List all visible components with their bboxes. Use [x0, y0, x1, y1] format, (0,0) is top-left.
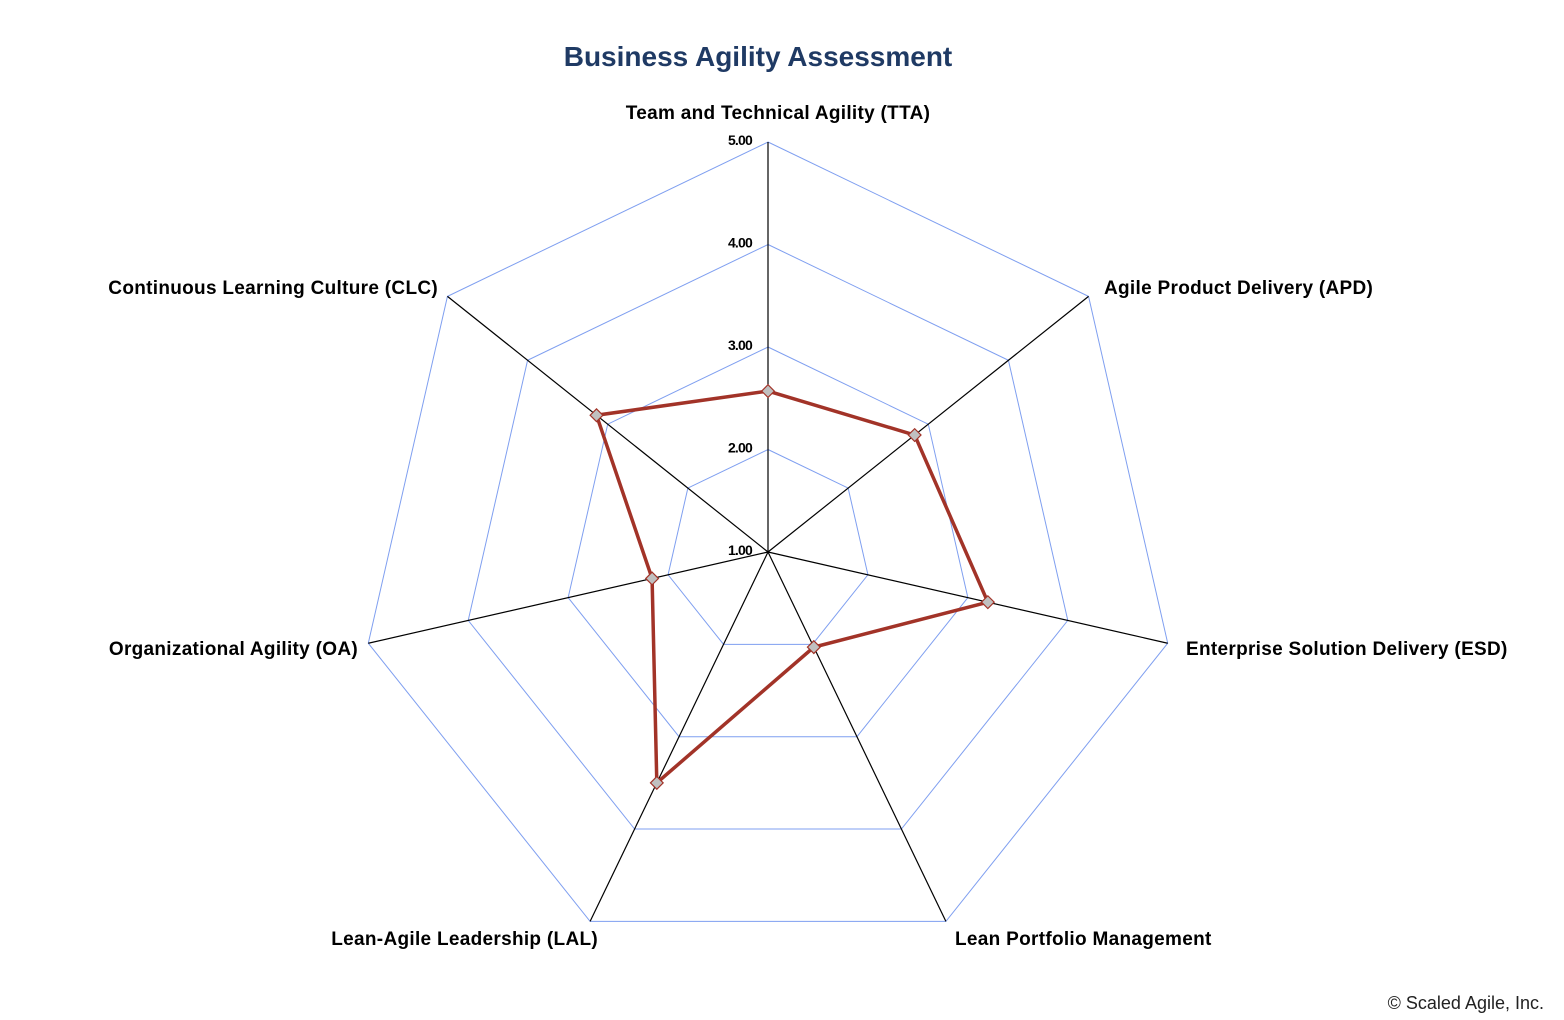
axis-label: Continuous Learning Culture (CLC): [108, 278, 438, 299]
series-line: [594, 389, 991, 787]
tick-label: 2.00: [728, 440, 753, 456]
copyright: © Scaled Agile, Inc.: [1388, 993, 1544, 1013]
data-point: [806, 639, 822, 655]
tick-label: 5.00: [728, 132, 753, 148]
axis-line: [767, 295, 1089, 553]
axis-label: Team and Technical Agility (TTA): [626, 103, 930, 124]
axis-line: [447, 295, 769, 553]
chart-title: Business Agility Assessment: [564, 41, 953, 72]
axis-line: [767, 551, 1168, 644]
grid-ring: [667, 448, 869, 645]
axis-line: [589, 551, 769, 922]
data-point: [649, 775, 665, 791]
tick-label: 3.00: [728, 337, 753, 353]
axis-label: Enterprise Solution Delivery (ESD): [1186, 639, 1508, 660]
tick-label: 1.00: [728, 542, 753, 558]
tick-label: 4.00: [728, 235, 753, 251]
grid-ring: [467, 243, 1069, 830]
axis-label: Agile Product Delivery (APD): [1104, 278, 1373, 299]
data-point: [760, 383, 776, 399]
axis-label: Lean-Agile Leadership (LAL): [331, 929, 598, 950]
grid-ring: [567, 346, 969, 738]
axis-line: [368, 551, 769, 644]
data-point: [907, 427, 922, 443]
axis-line: [767, 551, 947, 922]
axis-label: Organizational Agility (OA): [109, 639, 358, 660]
data-point: [644, 571, 660, 586]
data-point: [589, 408, 604, 423]
data-point: [980, 594, 996, 610]
axis-label: Lean Portfolio Management: [955, 929, 1212, 950]
grid-ring: [367, 141, 1169, 922]
